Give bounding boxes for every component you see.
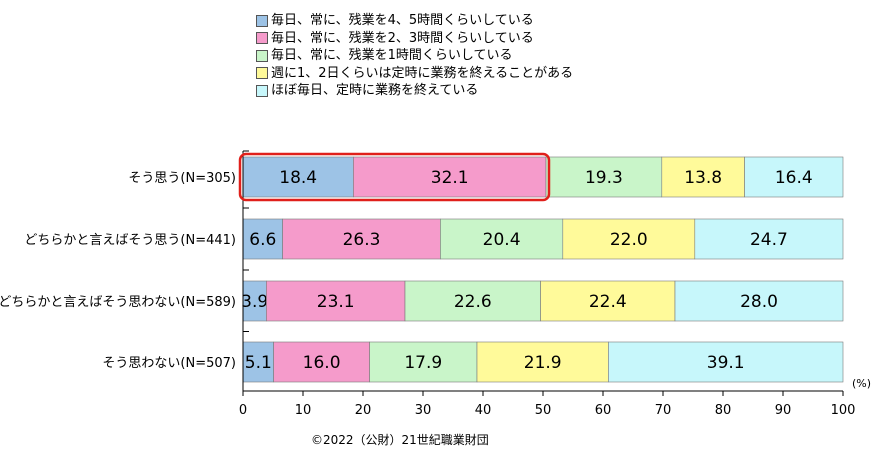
legend-label: 毎日、常に、残業を2、3時間くらいしている <box>271 30 534 46</box>
data-label: 22.4 <box>589 292 627 312</box>
bar-segment <box>440 218 564 260</box>
bar-segment <box>562 218 696 260</box>
copyright-notice: ©2022（公財）21世紀職業財団 <box>311 433 489 447</box>
bar-segment <box>694 218 844 260</box>
data-label: 24.7 <box>750 230 788 250</box>
bar-segment <box>282 218 441 260</box>
bar-segment <box>353 156 547 198</box>
x-tick-label: 70 <box>655 403 672 418</box>
data-label: 22.0 <box>610 230 648 250</box>
data-label: 32.1 <box>431 168 469 188</box>
bar-segment <box>744 156 844 198</box>
data-label: 16.4 <box>775 168 813 188</box>
legend-item: ほぼ毎日、定時に業務を終えている <box>256 82 573 100</box>
x-tick-label: 90 <box>775 403 792 418</box>
data-label: 6.6 <box>249 230 276 250</box>
data-label: 17.9 <box>404 353 442 373</box>
x-tick-label: 50 <box>535 403 552 418</box>
category-label: そう思う(N=305) <box>128 171 236 186</box>
x-tick-label: 60 <box>595 403 612 418</box>
legend-label: ほぼ毎日、定時に業務を終えている <box>271 83 479 98</box>
bar-segment <box>540 280 676 322</box>
bar-segment <box>545 156 663 198</box>
chart-legend: 毎日、常に、残業を4、5時間くらいしている 毎日、常に、残業を2、3時間くらいして… <box>256 12 573 100</box>
data-label: 19.3 <box>585 168 623 188</box>
legend-swatch <box>256 14 268 27</box>
bar-segment <box>266 280 406 322</box>
category-label: どちらかと言えばそう思わない(N=589) <box>0 295 236 310</box>
data-label: 28.0 <box>740 292 778 312</box>
bar-segment <box>242 156 354 198</box>
legend-swatch <box>256 32 268 45</box>
bar-segment <box>674 280 844 322</box>
legend-item: 毎日、常に、残業を2、3時間くらいしている <box>256 30 573 48</box>
bar-segment <box>242 341 274 383</box>
category-label: どちらかと言えばそう思う(N=441) <box>24 233 236 248</box>
x-tick-label: 0 <box>239 403 247 418</box>
legend-item: 毎日、常に、残業を1時間くらいしている <box>256 47 573 65</box>
x-tick-label: 30 <box>415 403 432 418</box>
legend-label: 毎日、常に、残業を4、5時間くらいしている <box>271 13 534 28</box>
bar-segment <box>242 218 283 260</box>
bar-segment <box>661 156 745 198</box>
bar-segment <box>369 341 478 383</box>
data-label: 39.1 <box>707 353 745 373</box>
legend-label: 週に1、2日くらいは定時に業務を終えることがある <box>271 65 574 81</box>
highlight-box <box>238 152 551 202</box>
bar-segment <box>476 341 609 383</box>
data-label: 18.4 <box>279 168 317 188</box>
legend-swatch <box>256 67 268 80</box>
legend-item: 毎日、常に、残業を4、5時間くらいしている <box>256 12 573 30</box>
data-label: 22.6 <box>454 292 492 312</box>
data-label: 13.8 <box>684 168 722 188</box>
x-tick-label: 40 <box>475 403 492 418</box>
legend-swatch <box>256 84 268 97</box>
data-label: 21.9 <box>524 353 562 373</box>
category-label: そう思わない(N=507) <box>102 356 236 371</box>
x-tick-label: 100 <box>831 403 856 418</box>
x-tick-label: 10 <box>295 403 312 418</box>
legend-item: 週に1、2日くらいは定時に業務を終えることがある <box>256 65 573 83</box>
data-label: 16.0 <box>303 353 341 373</box>
data-label: 5.1 <box>245 353 272 373</box>
data-label: 3.9 <box>241 292 268 312</box>
bar-segment <box>608 341 844 383</box>
data-label: 26.3 <box>343 230 381 250</box>
x-unit-label: (%) <box>852 377 871 390</box>
bar-segment <box>404 280 541 322</box>
x-tick-label: 20 <box>355 403 372 418</box>
data-label: 23.1 <box>317 292 355 312</box>
legend-label: 毎日、常に、残業を1時間くらいしている <box>271 48 513 63</box>
data-label: 20.4 <box>483 230 521 250</box>
legend-swatch <box>256 49 268 62</box>
x-tick-label: 80 <box>715 403 732 418</box>
